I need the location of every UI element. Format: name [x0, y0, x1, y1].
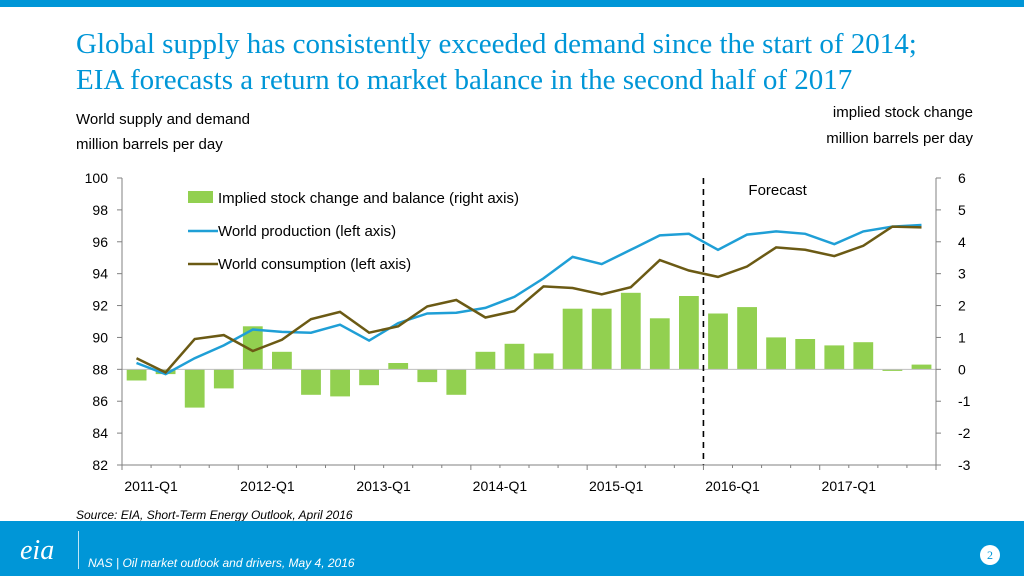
stock-change-bar	[359, 369, 379, 386]
stock-change-bar	[679, 296, 699, 370]
left-axis-tick-label: 94	[92, 266, 108, 282]
left-axis-tick-label: 88	[92, 361, 108, 377]
stock-change-bars	[126, 292, 932, 408]
footer-divider	[78, 531, 79, 569]
x-axis-tick-label: 2011-Q1	[124, 478, 178, 494]
right-axis-tick-label: -1	[958, 393, 971, 409]
stock-change-bar	[330, 369, 350, 397]
chart-legend: Implied stock change and balance (right …	[188, 190, 519, 273]
right-axis-tick-label: 3	[958, 266, 966, 282]
left-axis-tick-label: 100	[85, 170, 109, 186]
stock-change-bar	[184, 369, 205, 408]
title-line-2: EIA forecasts a return to market balance…	[76, 64, 853, 96]
x-axis-tick-label: 2012-Q1	[240, 478, 295, 494]
right-axis-tick-label: 2	[958, 298, 966, 314]
stock-change-bar	[242, 326, 263, 370]
right-axis-title: implied stock change	[832, 104, 973, 121]
left-axis-tick-label: 84	[92, 425, 108, 441]
stock-change-bar	[882, 369, 903, 371]
stock-change-bar	[620, 292, 641, 370]
x-axis-tick-label: 2016-Q1	[705, 478, 760, 494]
x-axis-tick-label: 2014-Q1	[473, 478, 528, 494]
stock-change-bar	[708, 313, 728, 370]
stock-change-bar	[388, 363, 409, 370]
right-axis-tick-label: 5	[958, 202, 966, 218]
world-production-line	[136, 223, 922, 376]
stock-change-bar	[504, 343, 525, 370]
footer-text: NAS | Oil market outlook and drivers, Ma…	[88, 556, 355, 570]
stock-change-bar	[272, 351, 292, 370]
stock-change-bar	[446, 369, 467, 395]
left-axis-tick-label: 82	[92, 457, 108, 473]
stock-change-bar	[766, 337, 786, 370]
left-axis-unit: million barrels per day	[76, 136, 223, 153]
stock-change-bar	[853, 342, 874, 370]
eia-logo: eia	[20, 535, 55, 566]
right-axis-tick-label: -3	[958, 457, 971, 473]
legend-consumption: World consumption (left axis)	[218, 256, 411, 273]
left-axis-tick-label: 92	[92, 298, 108, 314]
stock-change-bar	[475, 351, 496, 370]
right-axis-tick-label: 0	[958, 361, 966, 377]
right-axis-unit: million barrels per day	[826, 130, 973, 147]
stock-change-bar	[737, 307, 757, 370]
footer-bar	[0, 521, 1024, 576]
stock-change-bar	[126, 369, 147, 381]
left-axis-tick-label: 86	[92, 393, 108, 409]
right-axis-tick-label: 4	[958, 234, 966, 250]
left-axis-tick-label: 90	[92, 329, 108, 345]
stock-change-bar	[911, 364, 932, 370]
slide-title: Global supply has consistently exceeded …	[76, 26, 1006, 98]
x-axis-tick-label: 2013-Q1	[356, 478, 411, 494]
stock-change-bar	[301, 369, 321, 395]
stock-change-bar	[213, 369, 234, 389]
right-axis-tick-label: 1	[958, 329, 966, 345]
right-axis-tick-label: -2	[958, 425, 971, 441]
stock-change-bar	[824, 345, 845, 370]
left-axis-tick-label: 98	[92, 202, 108, 218]
world-consumption-line	[135, 225, 922, 375]
stock-change-bar	[649, 318, 670, 370]
chart-axes: 100 98 96 94 92 90 88 86 84 82 6 5 4 3 2 1 0 -1 -2 -3 2011-Q…	[85, 170, 971, 494]
x-axis-tick-label: 2015-Q1	[589, 478, 644, 494]
legend-production: World production (left axis)	[218, 223, 396, 240]
top-accent-bar	[0, 0, 1024, 7]
stock-change-bar	[533, 353, 554, 370]
forecast-label: Forecast	[748, 182, 807, 199]
stock-change-bar	[417, 369, 438, 383]
source-note: Source: EIA, Short-Term Energy Outlook, …	[76, 508, 353, 522]
legend-bar-swatch	[188, 191, 213, 203]
stock-change-bar	[591, 308, 612, 370]
left-axis-tick-label: 96	[92, 234, 108, 250]
right-axis-tick-label: 6	[958, 170, 966, 186]
legend-stock-change: Implied stock change and balance (right …	[218, 190, 519, 207]
stock-change-bar	[795, 339, 816, 370]
title-line-1: Global supply has consistently exceeded …	[76, 28, 917, 60]
x-axis-tick-label: 2017-Q1	[822, 478, 877, 494]
page-number: 2	[980, 545, 1000, 565]
stock-change-bar	[562, 308, 583, 370]
left-axis-title: World supply and demand	[76, 111, 250, 128]
